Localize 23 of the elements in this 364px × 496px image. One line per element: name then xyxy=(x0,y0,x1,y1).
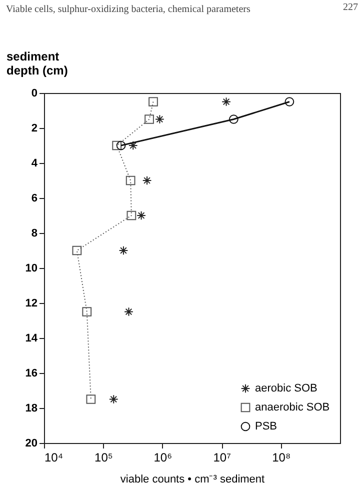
y-tick-label: 20 xyxy=(25,438,38,450)
y-axis-title: sediment depth (cm) xyxy=(6,50,68,78)
y-tick-label: 8 xyxy=(31,228,38,240)
legend-label: aerobic SOB xyxy=(255,382,318,394)
y-tick-label: 2 xyxy=(31,122,38,134)
x-tick-label: 10⁶ xyxy=(154,450,172,464)
x-tick-label: 10⁵ xyxy=(94,450,113,464)
legend-label: PSB xyxy=(255,420,278,432)
y-tick-label: 6 xyxy=(31,192,38,204)
legend-label: anaerobic SOB xyxy=(255,402,330,414)
chart-title: Viable cells, sulphur-oxidizing bacteria, chemical parameters xyxy=(6,4,250,15)
x-tick-label: 10⁴ xyxy=(44,450,64,464)
y-tick-label: 0 xyxy=(31,88,38,100)
x-tick-label: 10⁷ xyxy=(213,450,231,464)
x-axis-title: viable counts • cm⁻³ sediment xyxy=(120,474,265,486)
y-tick-label: 12 xyxy=(25,298,38,310)
y-tick-label: 10 xyxy=(25,262,38,274)
y-tick-label: 4 xyxy=(31,158,38,170)
y-tick-label: 18 xyxy=(25,402,38,414)
y-tick-label: 16 xyxy=(25,368,38,380)
x-tick-label: 10⁸ xyxy=(272,450,291,464)
text: 227 xyxy=(343,2,358,13)
y-tick-label: 14 xyxy=(25,332,38,344)
